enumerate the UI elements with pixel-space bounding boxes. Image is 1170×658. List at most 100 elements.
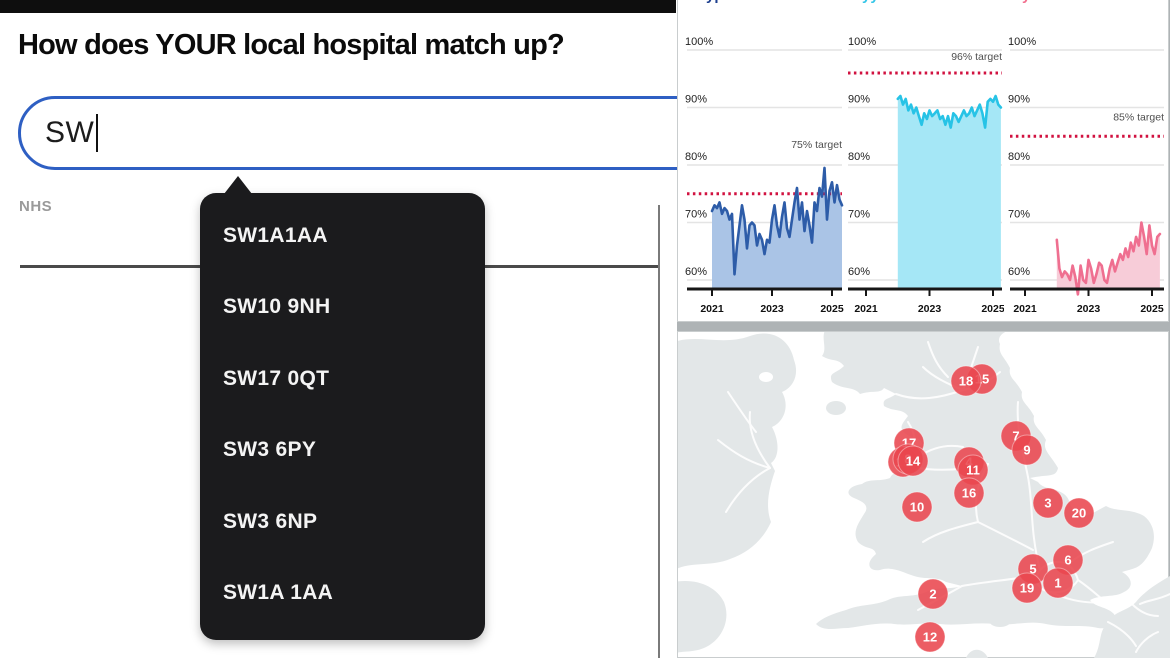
isle-of-wight-shape xyxy=(990,617,1010,627)
map-marker-number: 16 xyxy=(962,486,976,501)
suggestion-item[interactable]: SW10 9NH xyxy=(223,295,331,319)
x-tick-label: 2023 xyxy=(1077,303,1101,315)
y-tick-label: 60% xyxy=(1008,266,1030,278)
map-marker[interactable]: 14 xyxy=(897,445,929,477)
page-title: How does YOUR local hospital match up? xyxy=(18,29,565,61)
target-label: 96% target xyxy=(951,51,1002,63)
chart-svg: 60% 70% 80% 90% 100% 96% target 2021 2023 2025 xyxy=(848,36,1004,315)
lough-shape xyxy=(759,372,773,382)
chart-svg: 60% 70% 80% 90% 100% 75% target 2021 2023 2025 xyxy=(685,36,844,315)
data-line xyxy=(896,94,1003,129)
map-marker[interactable]: 10 xyxy=(901,491,933,523)
chart-panel-3: 60% 70% 80% 90% 100% 85% target 2021 2023 2025 xyxy=(1006,0,1170,323)
map-marker-number: 12 xyxy=(923,630,937,645)
map-marker-number: 20 xyxy=(1072,506,1086,521)
data-line xyxy=(1055,221,1162,296)
target-label: 75% target xyxy=(791,139,842,151)
map-marker[interactable]: 19 xyxy=(1011,572,1043,604)
y-tick-label: 90% xyxy=(848,94,870,106)
map-marker[interactable]: 9 xyxy=(1011,434,1043,466)
isle-of-man-shape xyxy=(826,401,846,415)
map-marker-number: 1 xyxy=(1054,576,1061,591)
ireland-south-shape xyxy=(678,581,727,653)
y-tick-label: 80% xyxy=(685,151,707,163)
x-tick-label: 2021 xyxy=(1013,303,1037,315)
x-tick-label: 2023 xyxy=(760,303,784,315)
y-tick-label: 70% xyxy=(685,209,707,221)
x-tick-label: 2025 xyxy=(1140,303,1164,315)
map-marker-layer: 1518171381479411161032065119212 xyxy=(887,363,1095,653)
coast-blob-shape xyxy=(966,649,988,658)
x-tick-label: 2021 xyxy=(700,303,724,315)
left-panel: How does YOUR local hospital match up? S… xyxy=(0,0,677,658)
postcode-search-input[interactable]: SW xyxy=(18,96,677,170)
map-marker[interactable]: 20 xyxy=(1063,497,1095,529)
chart-panel-2: 60% 70% 80% 90% 100% 96% target 2021 2023 2025 xyxy=(846,0,1004,323)
suggestion-item[interactable]: SW1A1AA xyxy=(223,223,328,247)
map-marker-number: 14 xyxy=(906,454,921,469)
x-tick-label: 2025 xyxy=(981,303,1004,315)
map-marker-circle[interactable] xyxy=(1011,434,1043,466)
y-tick-label: 70% xyxy=(848,209,870,221)
map-marker[interactable]: 12 xyxy=(914,621,946,653)
map-marker-number: 19 xyxy=(1020,581,1034,596)
continent-shape xyxy=(1094,576,1170,658)
suggestion-item[interactable]: SW17 0QT xyxy=(223,366,330,390)
map-marker-number: 18 xyxy=(959,374,973,389)
postcode-suggestions-dropdown: SW1A1AA SW10 9NH SW17 0QT SW3 6PY SW3 6NP SW1… xyxy=(200,176,485,640)
chart-1-clipped-title: yp xyxy=(706,0,728,8)
uk-map: 1518171381479411161032065119212 xyxy=(678,332,1170,658)
table-column-rule xyxy=(658,205,660,658)
chart-panel-1: 60% 70% 80% 90% 100% 75% target 2021 2023 2025 xyxy=(683,0,846,323)
map-marker-circle[interactable] xyxy=(1063,497,1095,529)
map-marker-number: 5 xyxy=(1029,562,1036,577)
map-marker[interactable]: 16 xyxy=(953,477,985,509)
y-tick-label: 60% xyxy=(848,266,870,278)
y-tick-label: 90% xyxy=(685,94,707,106)
chart-svg: 60% 70% 80% 90% 100% 85% target 2021 2023 2025 xyxy=(1008,36,1164,315)
map-marker[interactable]: 18 xyxy=(950,365,982,397)
map-marker-number: 7 xyxy=(1012,429,1019,444)
text-caret xyxy=(96,114,99,152)
x-tick-label: 2025 xyxy=(820,303,844,315)
table-header-nhs: NHS xyxy=(19,198,53,215)
map-marker-circle[interactable] xyxy=(1011,572,1043,604)
map-marker-circle[interactable] xyxy=(953,477,985,509)
y-tick-label: 100% xyxy=(848,36,876,48)
y-tick-label: 70% xyxy=(1008,209,1030,221)
postcode-input-value: SW xyxy=(45,116,95,149)
area-fill xyxy=(897,96,1001,289)
map-marker-number: 9 xyxy=(1023,443,1030,458)
map-marker[interactable]: 1 xyxy=(1042,567,1074,599)
top-bar xyxy=(0,0,676,13)
map-marker[interactable]: 2 xyxy=(917,578,949,610)
y-tick-label: 90% xyxy=(1008,94,1030,106)
area-fill xyxy=(1056,222,1160,295)
chart-3-clipped-title: y xyxy=(1022,0,1036,8)
map-marker-circle[interactable] xyxy=(1032,487,1064,519)
map-marker-circle[interactable] xyxy=(914,621,946,653)
map-marker-number: 3 xyxy=(1044,496,1051,511)
map-marker-number: 2 xyxy=(929,587,936,602)
y-tick-label: 80% xyxy=(848,151,870,163)
suggestion-item[interactable]: SW3 6NP xyxy=(223,509,318,533)
x-tick-label: 2023 xyxy=(918,303,942,315)
chart-2-clipped-title: yy xyxy=(862,0,882,8)
y-tick-label: 60% xyxy=(685,266,707,278)
y-tick-label: 100% xyxy=(1008,36,1036,48)
map-marker-circle[interactable] xyxy=(950,365,982,397)
target-label: 85% target xyxy=(1113,111,1164,123)
map-marker-circle[interactable] xyxy=(901,491,933,523)
map-marker[interactable]: 3 xyxy=(1032,487,1064,519)
map-marker[interactable]: 11 xyxy=(957,454,989,486)
map-marker-number: 11 xyxy=(966,463,980,478)
map-marker-number: 10 xyxy=(910,500,924,515)
x-tick-label: 2021 xyxy=(854,303,878,315)
map-marker-number: 6 xyxy=(1064,553,1071,568)
map-marker-circle[interactable] xyxy=(1042,567,1074,599)
suggestion-item[interactable]: SW1A 1AA xyxy=(223,581,334,605)
data-line xyxy=(710,166,844,276)
map-marker-circle[interactable] xyxy=(897,445,929,477)
map-marker-circle[interactable] xyxy=(917,578,949,610)
suggestion-item[interactable]: SW3 6PY xyxy=(223,438,317,462)
